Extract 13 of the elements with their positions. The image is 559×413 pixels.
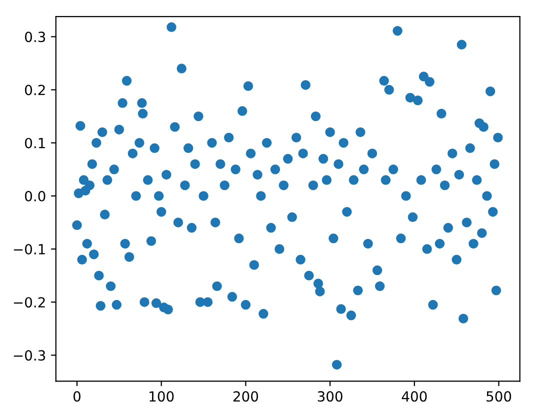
y-tick-label: −0.3 bbox=[14, 350, 46, 361]
x-tick-label: 200 bbox=[233, 391, 258, 402]
x-tick-label: 100 bbox=[150, 391, 174, 402]
y-tick-label: 0.2 bbox=[25, 84, 45, 96]
x-tick-label: 400 bbox=[402, 391, 427, 402]
y-tick-label: 0.0 bbox=[25, 190, 46, 202]
y-tick-label: 0.1 bbox=[25, 138, 45, 148]
x-tick-label: 500 bbox=[486, 391, 512, 402]
y-tick-label: −0.1 bbox=[14, 244, 45, 254]
x-tick-label: 300 bbox=[318, 391, 342, 402]
y-tick-label: −0.2 bbox=[14, 297, 45, 308]
y-tick-label: 0.3 bbox=[25, 32, 46, 42]
x-tick-label: 0 bbox=[73, 391, 80, 402]
